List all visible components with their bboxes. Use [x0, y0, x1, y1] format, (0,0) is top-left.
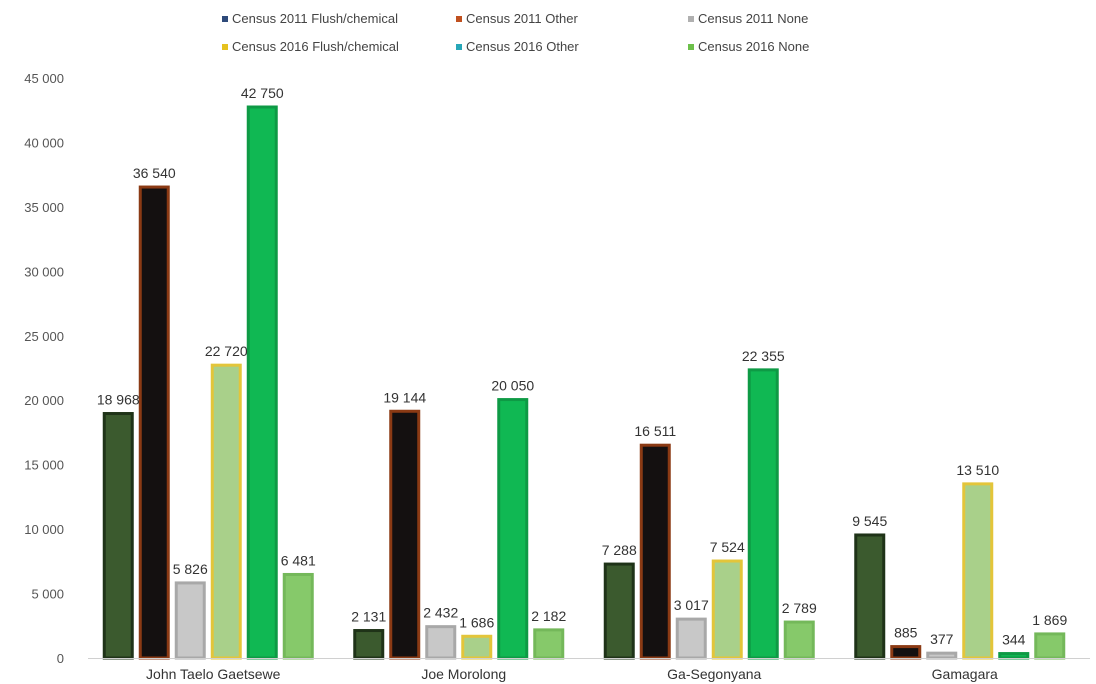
data-label: 20 050 [491, 378, 534, 394]
y-tick-label: 25 000 [24, 329, 64, 344]
legend-swatch [456, 44, 462, 50]
data-label: 13 510 [956, 462, 999, 478]
legend-label: Census 2016 None [698, 39, 809, 54]
data-label: 19 144 [383, 389, 426, 405]
bar [461, 634, 493, 660]
bar [962, 482, 994, 660]
data-label: 22 720 [205, 343, 248, 359]
data-label: 16 511 [634, 423, 676, 439]
data-label: 7 524 [710, 539, 745, 555]
bar [711, 559, 743, 660]
y-tick-label: 15 000 [24, 458, 64, 473]
data-label: 1 869 [1032, 612, 1067, 628]
bars [102, 105, 1066, 660]
y-tick-label: 5 000 [31, 587, 64, 602]
bar [497, 398, 529, 660]
bar [926, 651, 958, 660]
legend-label: Census 2011 Other [466, 11, 578, 26]
legend-swatch [688, 44, 694, 50]
bar [639, 443, 671, 660]
data-label: 2 432 [423, 605, 458, 621]
legend-label: Census 2016 Flush/chemical [232, 39, 399, 54]
y-tick-label: 30 000 [24, 264, 64, 279]
bar [282, 572, 314, 660]
x-category-label: Joe Morolong [421, 666, 506, 682]
bar [890, 645, 922, 660]
bar [675, 617, 707, 660]
bar [138, 185, 170, 660]
data-label: 22 355 [742, 348, 785, 364]
data-label: 36 540 [133, 165, 176, 181]
bar [246, 105, 278, 660]
data-label: 2 182 [531, 608, 566, 624]
data-label: 42 750 [241, 85, 284, 101]
data-label: 2 131 [351, 609, 386, 625]
data-label: 2 789 [782, 600, 817, 616]
data-label: 18 968 [97, 392, 140, 408]
data-label: 885 [894, 625, 918, 641]
bar [102, 412, 134, 660]
bar [210, 363, 242, 660]
x-category-label: Gamagara [932, 666, 998, 682]
data-label: 3 017 [674, 597, 709, 613]
legend-swatch [456, 16, 462, 22]
bar [998, 652, 1030, 660]
bar [425, 625, 457, 660]
legend-swatch [688, 16, 694, 22]
y-tick-label: 40 000 [24, 135, 64, 150]
legend-label: Census 2016 Other [466, 39, 579, 54]
x-category-label: Ga-Segonyana [667, 666, 761, 682]
x-axis: John Taelo Gaetsewe Joe Morolong Ga-Segony… [88, 658, 1090, 682]
y-tick-label: 35 000 [24, 200, 64, 215]
data-label: 1 686 [459, 614, 494, 630]
y-tick-label: 0 [57, 651, 64, 666]
bar [353, 629, 385, 660]
legend-swatch [222, 44, 228, 50]
data-label: 6 481 [281, 552, 316, 568]
data-label: 5 826 [173, 561, 208, 577]
bar [603, 562, 635, 660]
bar [533, 628, 565, 660]
data-label: 9 545 [852, 513, 887, 529]
data-label: 7 288 [602, 542, 637, 558]
data-label: 377 [930, 631, 954, 647]
x-category-label: John Taelo Gaetsewe [146, 666, 281, 682]
bar [854, 533, 886, 660]
bar [1034, 632, 1066, 660]
bar [389, 409, 421, 660]
legend: Census 2011 Flush/chemical Census 2011 Ot… [222, 11, 809, 54]
y-tick-label: 10 000 [24, 522, 64, 537]
y-tick-label: 20 000 [24, 393, 64, 408]
legend-swatch [222, 16, 228, 22]
bar [174, 581, 206, 660]
y-axis: 0 5 000 10 000 15 000 20 000 25 000 30 000 35 0… [24, 71, 64, 666]
data-label: 344 [1002, 632, 1026, 648]
bar [783, 620, 815, 660]
legend-label: Census 2011 Flush/chemical [232, 11, 398, 26]
legend-label: Census 2011 None [698, 11, 808, 26]
bar [747, 368, 779, 660]
data-labels: 18 968 36 540 5 826 22 720 42 750 6 481 2 131 1… [97, 85, 1068, 648]
y-tick-label: 45 000 [24, 71, 64, 86]
